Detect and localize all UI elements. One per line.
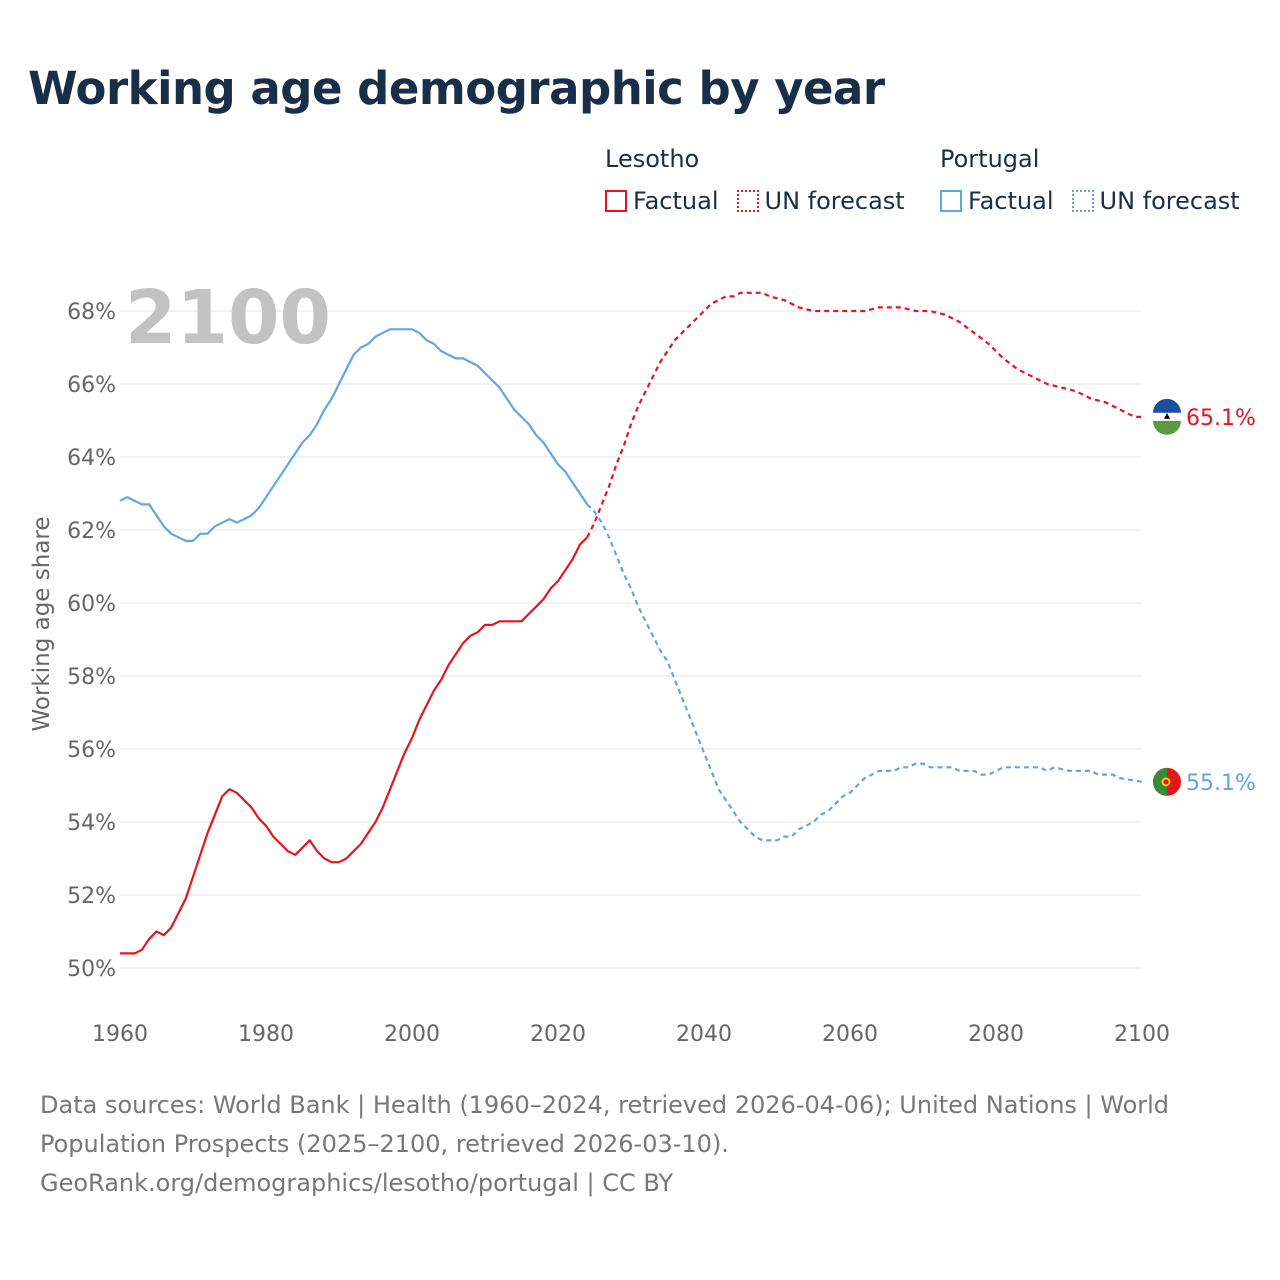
x-tick-label: 1960 — [92, 1022, 148, 1047]
x-axis-ticks: 1960 1980 2000 2020 2040 2060 2080 2100 — [92, 1022, 1170, 1047]
x-tick-label: 2020 — [530, 1022, 586, 1047]
y-tick-label: 60% — [67, 592, 116, 617]
chart-title: Working age demographic by year — [28, 62, 885, 115]
legend-group-title: Portugal — [940, 145, 1040, 173]
series-end-label-portugal: 55.1% — [1186, 771, 1256, 796]
credit-link[interactable]: GeoRank.org/demographics/lesotho/portuga… — [40, 1169, 674, 1197]
legend-group-portugal: Portugal Factual UN forecast — [940, 145, 1240, 215]
current-year-watermark: 2100 — [125, 275, 331, 361]
legend-item-portugal-factual[interactable]: Factual — [940, 187, 1054, 215]
flag-band-blue — [1153, 398, 1181, 413]
legend-item-portugal-forecast[interactable]: UN forecast — [1071, 187, 1240, 215]
y-tick-label: 62% — [67, 519, 116, 544]
y-tick-label: 58% — [67, 665, 116, 690]
x-tick-label: 2000 — [384, 1022, 440, 1047]
x-tick-label: 1980 — [238, 1022, 294, 1047]
series-line-portugal-forecast — [586, 503, 1143, 842]
series-end-label-lesotho: 65.1% — [1186, 406, 1256, 431]
x-tick-label: 2080 — [968, 1022, 1024, 1047]
x-tick-label: 2040 — [676, 1022, 732, 1047]
flag-band-green — [1153, 420, 1181, 435]
lesotho-flag-icon — [1153, 398, 1181, 435]
flag-hat — [1164, 412, 1170, 419]
y-tick-label: 64% — [67, 446, 116, 471]
data-sources-text: Data sources: World Bank | Health (1960–… — [40, 1091, 1170, 1158]
x-tick-label: 2100 — [1114, 1022, 1170, 1047]
legend-swatch-solid — [605, 190, 627, 212]
legend-item-label: Factual — [968, 187, 1054, 215]
gridlines — [120, 310, 1142, 969]
flag-green — [1153, 767, 1167, 796]
footer: Data sources: World Bank | Health (1960–… — [40, 1086, 1220, 1203]
x-tick-label: 2060 — [822, 1022, 878, 1047]
y-tick-label: 66% — [67, 373, 116, 398]
series-line-portugal-factual — [119, 328, 589, 542]
legend-group-title: Lesotho — [605, 145, 700, 173]
legend-item-label: Factual — [633, 187, 719, 215]
y-tick-label: 68% — [67, 300, 116, 325]
y-tick-label: 56% — [67, 738, 116, 763]
series-lines — [119, 291, 1143, 955]
series-line-lesotho-forecast — [586, 291, 1142, 538]
legend-swatch-dotted — [736, 190, 759, 212]
flag-shield — [1163, 779, 1169, 785]
legend-item-label: UN forecast — [764, 187, 905, 215]
portugal-flag-icon — [1153, 767, 1181, 796]
legend-swatch-dotted — [1071, 190, 1094, 212]
legend-swatch-solid — [940, 190, 962, 212]
y-tick-label: 54% — [67, 811, 116, 836]
series-line-lesotho-factual — [120, 536, 588, 955]
legend-item-lesotho-forecast[interactable]: UN forecast — [736, 187, 905, 215]
y-tick-label: 52% — [67, 884, 116, 909]
y-tick-label: 50% — [67, 957, 116, 982]
y-axis-ticks: 50% 52% 54% 56% 58% 60% 62% 64% 66% 68% — [67, 300, 116, 982]
legend-group-lesotho: Lesotho Factual UN forecast — [605, 145, 905, 215]
legend-item-label: UN forecast — [1099, 187, 1240, 215]
legend-item-lesotho-factual[interactable]: Factual — [605, 187, 719, 215]
series-end-markers: 65.1% 55.1% — [1153, 398, 1256, 796]
